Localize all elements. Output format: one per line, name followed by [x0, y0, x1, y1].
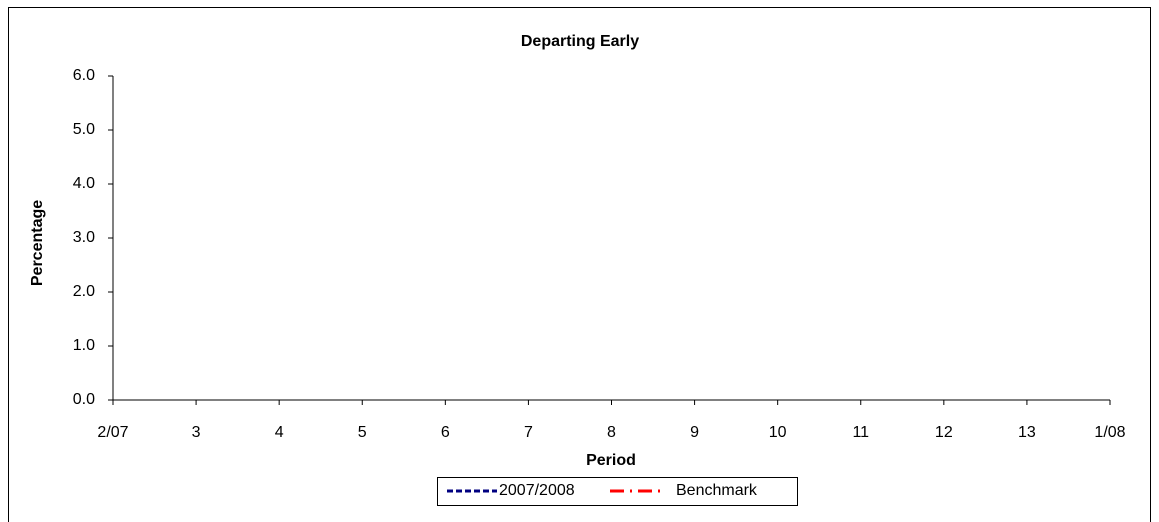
x-tick-label: 3 — [192, 424, 201, 441]
y-tick-label: 5.0 — [73, 121, 95, 138]
x-tick-label: 2/07 — [97, 424, 128, 441]
y-tick-label: 2.0 — [73, 283, 95, 300]
x-tick-label: 12 — [935, 424, 953, 441]
chart-title: Departing Early — [521, 33, 639, 50]
chart-border — [8, 7, 1151, 522]
y-tick-label: 6.0 — [73, 67, 95, 84]
y-tick-label: 1.0 — [73, 337, 95, 354]
legend-label: Benchmark — [676, 482, 758, 499]
y-tick-label: 3.0 — [73, 229, 95, 246]
y-tick-label: 0.0 — [73, 391, 95, 408]
x-tick-label: 10 — [769, 424, 787, 441]
legend-label: 2007/2008 — [499, 482, 575, 499]
x-axis-label: Period — [586, 452, 636, 469]
y-tick-label: 4.0 — [73, 175, 95, 192]
x-tick-label: 1/08 — [1094, 424, 1125, 441]
x-tick-label: 9 — [690, 424, 699, 441]
x-tick-label: 11 — [852, 424, 869, 441]
x-tick-label: 13 — [1018, 424, 1036, 441]
x-tick-label: 7 — [524, 424, 533, 441]
y-axis-label: Percentage — [29, 200, 46, 286]
x-tick-label: 5 — [358, 424, 367, 441]
x-tick-label: 4 — [275, 424, 284, 441]
x-tick-label: 6 — [441, 424, 450, 441]
x-tick-label: 8 — [607, 424, 616, 441]
